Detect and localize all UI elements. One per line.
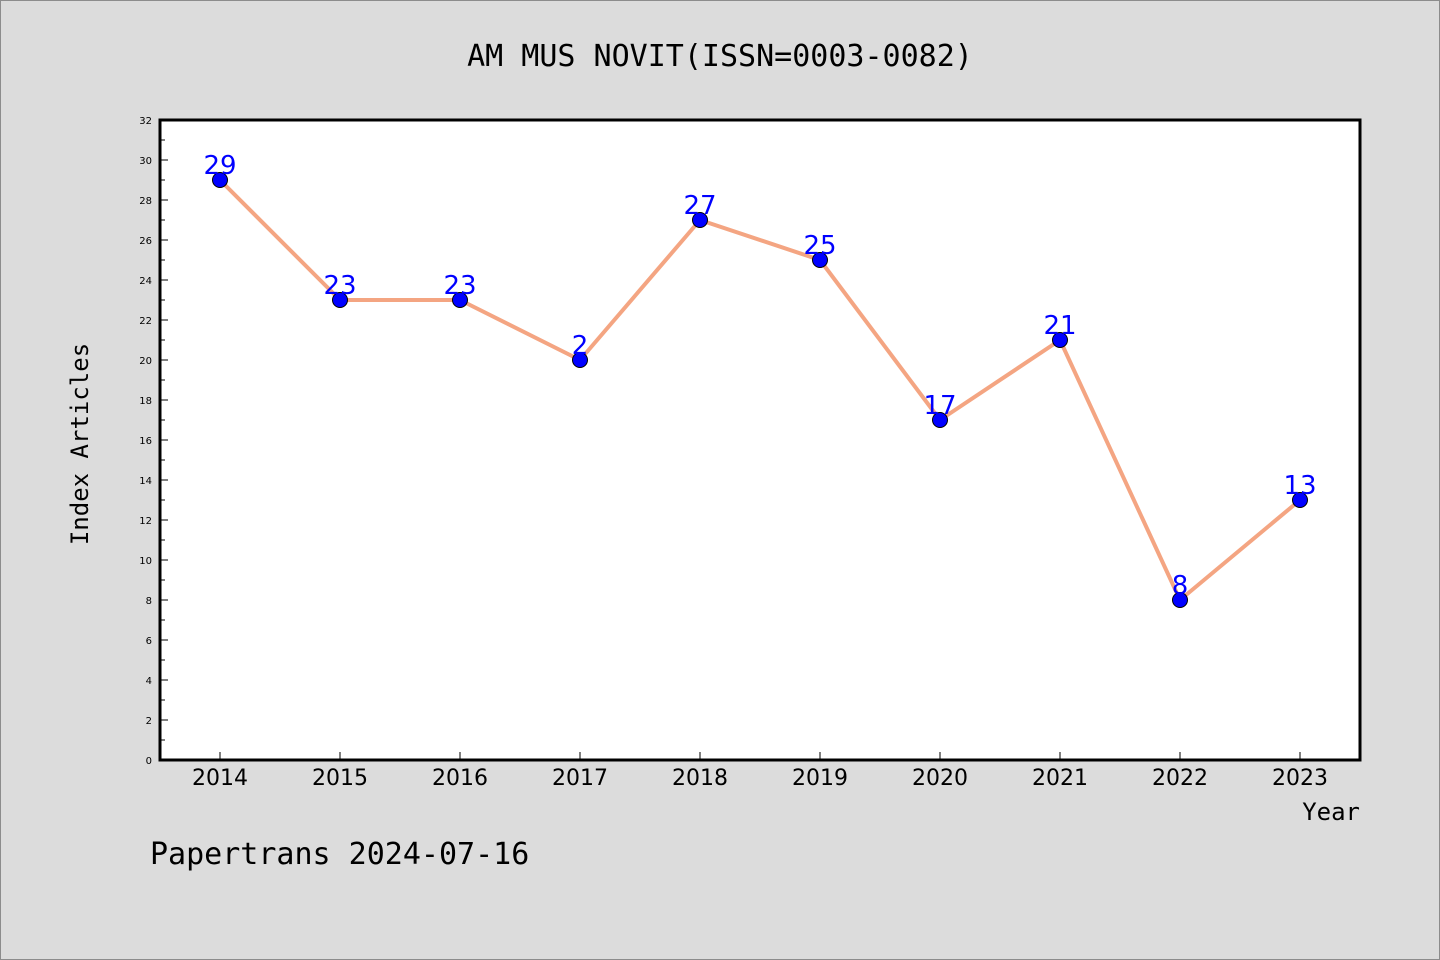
data-point — [212, 172, 228, 188]
x-tick-label: 2016 — [432, 766, 488, 791]
data-label: 29 — [203, 151, 236, 181]
y-tick-label: 12 — [139, 516, 152, 527]
x-tick-label: 2017 — [552, 766, 608, 791]
series-group: 29 23 23 2 27 25 17 21 8 13 — [203, 151, 1317, 608]
x-tick-label: 2015 — [312, 766, 368, 791]
x-tick-label: 2022 — [1152, 766, 1208, 791]
data-point — [932, 412, 948, 428]
data-label: 23 — [443, 271, 476, 301]
data-label: 17 — [923, 391, 956, 421]
data-point — [572, 352, 588, 368]
footer-date: Papertrans 2024-07-16 — [150, 837, 529, 872]
y-tick-label: 30 — [139, 156, 152, 167]
data-label: 8 — [1172, 571, 1189, 601]
y-tick-label: 22 — [139, 316, 152, 327]
y-tick-label: 32 — [139, 116, 152, 127]
chart-title: AM MUS NOVIT(ISSN=0003-0082) — [467, 39, 973, 74]
data-label: 13 — [1283, 471, 1316, 501]
y-axis-label: Index Articles — [66, 343, 94, 545]
x-tick-label: 2019 — [792, 766, 848, 791]
data-label: 25 — [803, 231, 836, 261]
x-axis-label: Year — [1302, 798, 1360, 826]
y-tick-label: 4 — [146, 676, 152, 687]
data-point — [332, 292, 348, 308]
y-tick-label: 8 — [146, 596, 152, 607]
y-tick-label: 2 — [146, 716, 152, 727]
x-axis: 2014 2015 2016 2017 2018 2019 2020 2021 2022 2023 — [192, 752, 1328, 791]
x-tick-label: 2023 — [1272, 766, 1328, 791]
data-point — [812, 252, 828, 268]
y-tick-label: 16 — [139, 436, 152, 447]
data-label: 27 — [683, 191, 716, 221]
y-tick-label: 0 — [146, 756, 152, 767]
data-point — [1172, 592, 1188, 608]
data-point — [452, 292, 468, 308]
plot-area — [158, 118, 1362, 762]
x-tick-label: 2018 — [672, 766, 728, 791]
data-label: 23 — [323, 271, 356, 301]
y-tick-label: 20 — [139, 356, 152, 367]
data-label: 2 — [572, 331, 589, 361]
x-tick-label: 2021 — [1032, 766, 1088, 791]
y-tick-label: 14 — [139, 476, 152, 487]
y-tick-label: 18 — [139, 396, 152, 407]
x-tick-label: 2014 — [192, 766, 248, 791]
y-tick-label: 28 — [139, 196, 152, 207]
data-point — [1292, 492, 1308, 508]
data-point — [1052, 332, 1068, 348]
x-tick-label: 2020 — [912, 766, 968, 791]
y-tick-label: 24 — [139, 276, 152, 287]
data-label: 21 — [1043, 311, 1076, 341]
data-point — [692, 212, 708, 228]
series-line — [218, 178, 1302, 602]
y-tick-label: 6 — [146, 636, 152, 647]
y-tick-label: 10 — [139, 556, 152, 567]
y-tick-label: 26 — [139, 236, 152, 247]
